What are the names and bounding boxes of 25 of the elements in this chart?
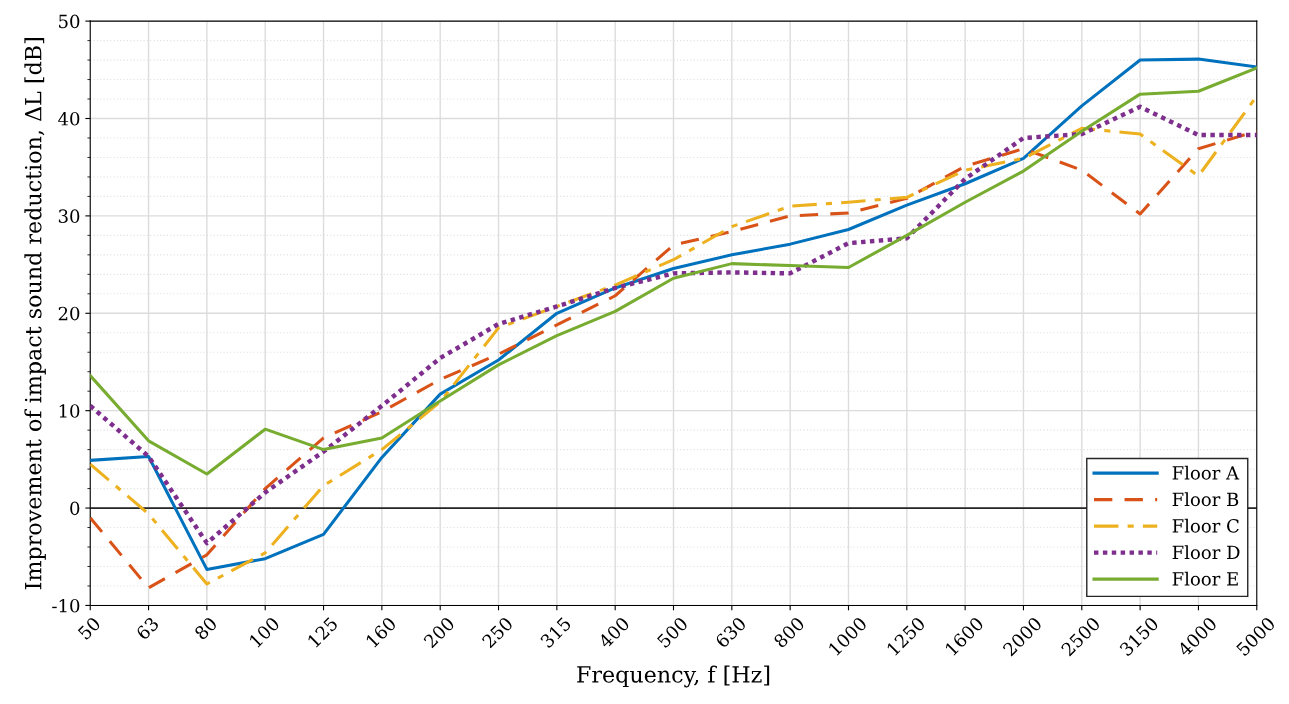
y-tick-label: 0: [70, 501, 80, 516]
x-tick-label: 630: [714, 616, 747, 649]
y-tick-label: 50: [59, 14, 80, 29]
legend-label: Floor B: [1172, 492, 1239, 507]
y-tick-label: 20: [58, 306, 80, 321]
x-tick-label: 100: [248, 616, 281, 648]
x-tick-label: 800: [772, 616, 806, 649]
x-tick-label: 200: [422, 616, 456, 649]
y-tick-label: -10: [52, 598, 80, 613]
y-tick-label: 30: [58, 209, 80, 224]
x-tick-label: 80: [193, 616, 218, 641]
x-axis-title: Frequency, f [Hz]: [577, 665, 770, 688]
legend-label: Floor E: [1172, 571, 1238, 586]
x-tick-label: 400: [597, 616, 631, 650]
y-tick-label: 10: [59, 404, 80, 418]
x-tick-label: 160: [365, 616, 397, 648]
y-axis-title: Improvement of impact sound reduction, ΔL [dB]: [24, 38, 46, 590]
y-tick-label: 40: [58, 111, 80, 126]
x-tick-label: 500: [656, 616, 689, 649]
x-tick-label: 50: [77, 616, 102, 641]
legend-label: Floor C: [1172, 518, 1239, 533]
legend-label: Floor A: [1172, 465, 1240, 480]
legend-label: Floor D: [1172, 545, 1240, 560]
x-tick-label: 250: [481, 616, 514, 649]
x-tick-label: 63: [135, 616, 160, 641]
